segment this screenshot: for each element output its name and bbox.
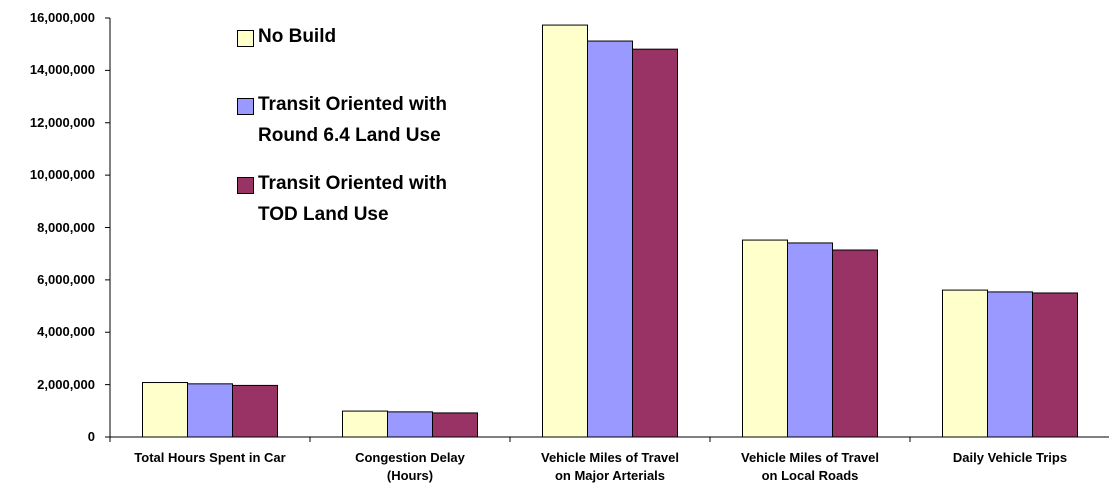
bar — [587, 40, 633, 438]
legend-swatch — [237, 177, 254, 194]
x-tick-label: Congestion Delay (Hours) — [355, 450, 465, 483]
bar — [542, 24, 588, 438]
legend-swatch — [237, 98, 254, 115]
x-tick-label: Total Hours Spent in Car — [134, 450, 286, 465]
bar — [942, 289, 988, 438]
bar — [342, 410, 388, 438]
bar — [432, 412, 478, 438]
bar — [232, 384, 278, 438]
bar — [987, 291, 1033, 438]
legend-label: No Build — [258, 26, 337, 47]
y-tick-label: 6,000,000 — [37, 271, 95, 287]
bar — [632, 48, 678, 438]
bar — [187, 383, 233, 438]
y-tick-label: 10,000,000 — [29, 167, 95, 183]
bar — [832, 249, 878, 438]
y-tick-label: 12,000,000 — [29, 114, 95, 130]
bar — [142, 382, 188, 438]
legend-swatch — [237, 30, 254, 47]
x-tick-label: Daily Vehicle Trips — [952, 450, 1068, 465]
bar — [387, 411, 433, 438]
bar — [1032, 292, 1078, 438]
bar — [742, 239, 788, 438]
x-tick-label: Vehicle Miles of Travel on Local Roads — [740, 450, 879, 483]
legend-label: Transit Oriented with TOD Land Use — [258, 173, 447, 225]
y-tick-label: 8,000,000 — [37, 219, 95, 235]
x-tick-label: Vehicle Miles of Travel on Major Arteria… — [540, 450, 679, 483]
legend-label: Transit Oriented with Round 6.4 Land Use — [258, 94, 447, 146]
y-tick-label: 2,000,000 — [37, 376, 95, 392]
y-tick-label: 0 — [87, 429, 95, 444]
y-tick-label: 14,000,000 — [29, 62, 95, 78]
bar — [787, 242, 833, 438]
y-tick-label: 4,000,000 — [37, 324, 95, 340]
y-tick-label: 16,000,000 — [29, 10, 95, 25]
